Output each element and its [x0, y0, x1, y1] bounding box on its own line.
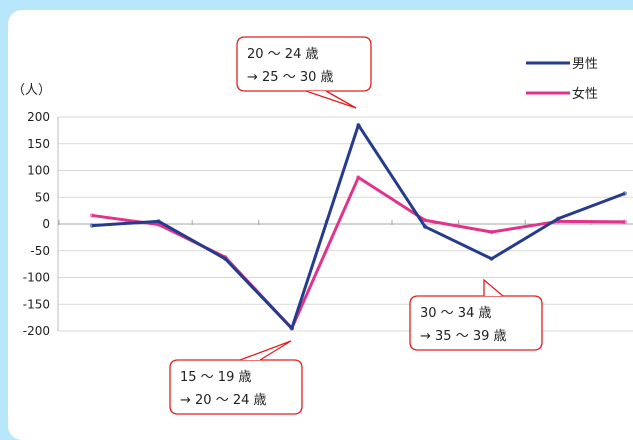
callout-tail [305, 90, 357, 109]
data-point [89, 223, 95, 228]
data-point [489, 256, 494, 261]
data-point [556, 216, 561, 221]
callout-text: 30 ～ 34 歳 [420, 306, 491, 321]
line-chart: 200 150 100 50 0 -50 -100 -150 -200 （人） 20 ～ 24 歳… [12, 36, 633, 415]
data-point [356, 122, 361, 128]
data-point [156, 219, 161, 224]
callout-tail [239, 340, 292, 361]
y-tick-label: -50 [30, 244, 50, 258]
data-point [89, 213, 95, 218]
series-line-female [91, 175, 625, 330]
series-line-male [91, 123, 626, 330]
y-tick-label: 200 [27, 110, 50, 124]
y-tick-label: -150 [23, 297, 50, 311]
data-point [223, 256, 228, 261]
data-point [289, 326, 294, 331]
callout-text: 15 ～ 19 歳 [180, 370, 251, 385]
callout-box [236, 36, 372, 92]
callout-text: → 25 ～ 30 歳 [247, 70, 334, 85]
callout-text: → 20 ～ 24 歳 [180, 393, 267, 408]
y-tick-label: -100 [23, 271, 50, 285]
data-point [422, 218, 428, 223]
y-axis-label: （人） [12, 83, 51, 98]
legend-label: 女性 [572, 86, 598, 102]
callout-text: → 35 ～ 39 歳 [420, 329, 507, 344]
data-point [356, 175, 361, 180]
y-tick-label: 150 [27, 137, 50, 151]
callout-box [409, 295, 543, 351]
y-tick-label: -200 [23, 324, 50, 338]
data-point [489, 229, 494, 235]
callout-text: 20 ～ 24 歳 [247, 47, 318, 62]
data-point [422, 224, 428, 229]
data-point [622, 219, 627, 225]
callout-box [169, 359, 303, 415]
y-tick-label: 50 [35, 190, 50, 204]
y-tick-label: 100 [27, 164, 50, 178]
data-point [622, 191, 627, 196]
legend-label: 男性 [572, 57, 598, 72]
y-tick-label: 0 [42, 217, 50, 231]
callout-tail [483, 278, 504, 297]
